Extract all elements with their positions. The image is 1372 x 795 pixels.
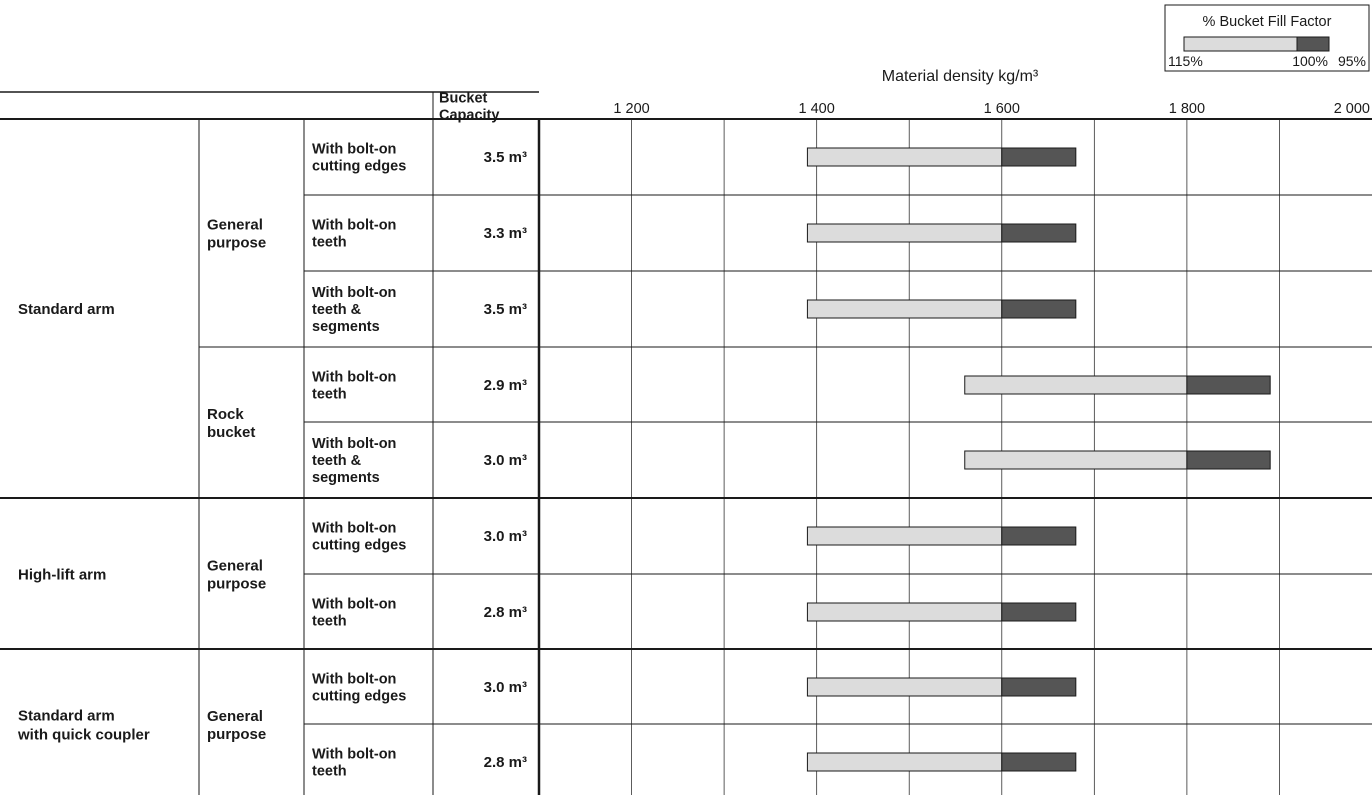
config-label: cutting edges: [312, 689, 406, 705]
x-tick-label: 2 000: [1334, 101, 1370, 117]
bar-115: [806, 299, 1003, 319]
capacity-value: 3.0 m³: [484, 679, 527, 696]
capacity-value: 3.5 m³: [484, 301, 527, 318]
config-label: With bolt-on: [312, 672, 396, 688]
bar-95: [1001, 223, 1077, 243]
arm-label: High-lift arm: [18, 566, 106, 583]
bar-115: [806, 147, 1003, 167]
config-label: segments: [312, 319, 380, 335]
bar-115: [806, 223, 1003, 243]
config-label: teeth &: [312, 453, 362, 469]
capacity-value: 2.8 m³: [484, 604, 527, 621]
bar-95: [1186, 450, 1271, 470]
config-label: cutting edges: [312, 159, 406, 175]
bucket-type-label: General: [207, 557, 263, 574]
capacity-value: 3.5 m³: [484, 149, 527, 166]
config-label: With bolt-on: [312, 747, 396, 763]
config-label: With bolt-on: [312, 370, 396, 386]
x-tick-label: 1 400: [799, 101, 835, 117]
legend-title: % Bucket Fill Factor: [1203, 14, 1332, 30]
config-label: With bolt-on: [312, 285, 396, 301]
config-label: With bolt-on: [312, 521, 396, 537]
bucket-type-label: bucket: [207, 424, 255, 441]
header-capacity-label: Capacity: [439, 108, 499, 124]
bar-115: [806, 752, 1003, 772]
header-capacity-label: Bucket: [439, 91, 488, 107]
config-label: With bolt-on: [312, 142, 396, 158]
capacity-value: 3.0 m³: [484, 528, 527, 545]
bucket-type-label: purpose: [207, 234, 266, 251]
config-label: cutting edges: [312, 538, 406, 554]
arm-label: with quick coupler: [17, 726, 150, 743]
bucket-type-label: General: [207, 216, 263, 233]
bucket-type-label: Rock: [207, 406, 244, 423]
config-label: teeth &: [312, 302, 362, 318]
bucket-type-label: General: [207, 708, 263, 725]
legend-label-100: 100%: [1292, 53, 1328, 69]
config-label: teeth: [312, 764, 347, 780]
x-tick-label: 1 200: [613, 101, 649, 117]
bar-115: [806, 677, 1003, 697]
bar-115: [806, 526, 1003, 546]
capacity-value: 3.3 m³: [484, 225, 527, 242]
config-label: teeth: [312, 614, 347, 630]
legend-swatch-95: [1296, 36, 1330, 52]
config-label: With bolt-on: [312, 597, 396, 613]
capacity-value: 2.8 m³: [484, 754, 527, 771]
x-axis-label: Material density kg/m³: [882, 68, 1039, 85]
bar-115: [806, 602, 1003, 622]
capacity-value: 3.0 m³: [484, 452, 527, 469]
bar-95: [1001, 677, 1077, 697]
bar-95: [1001, 752, 1077, 772]
bucket-type-label: purpose: [207, 575, 266, 592]
bar-95: [1186, 375, 1271, 395]
bar-95: [1001, 526, 1077, 546]
legend-swatch-115: [1183, 36, 1298, 52]
bar-115: [964, 375, 1188, 395]
legend-label-115: 115%: [1168, 53, 1203, 69]
arm-label: Standard arm: [18, 301, 115, 318]
config-label: teeth: [312, 387, 347, 403]
x-tick-label: 1 600: [984, 101, 1020, 117]
bar-95: [1001, 147, 1077, 167]
config-label: segments: [312, 470, 380, 486]
x-tick-label: 1 800: [1169, 101, 1205, 117]
bar-95: [1001, 299, 1077, 319]
legend-label-95: 95%: [1338, 53, 1366, 69]
capacity-value: 2.9 m³: [484, 377, 527, 394]
config-label: teeth: [312, 235, 347, 251]
arm-label: Standard arm: [18, 707, 115, 724]
config-label: With bolt-on: [312, 218, 396, 234]
bar-95: [1001, 602, 1077, 622]
bar-115: [964, 450, 1188, 470]
bucket-type-label: purpose: [207, 726, 266, 743]
config-label: With bolt-on: [312, 436, 396, 452]
